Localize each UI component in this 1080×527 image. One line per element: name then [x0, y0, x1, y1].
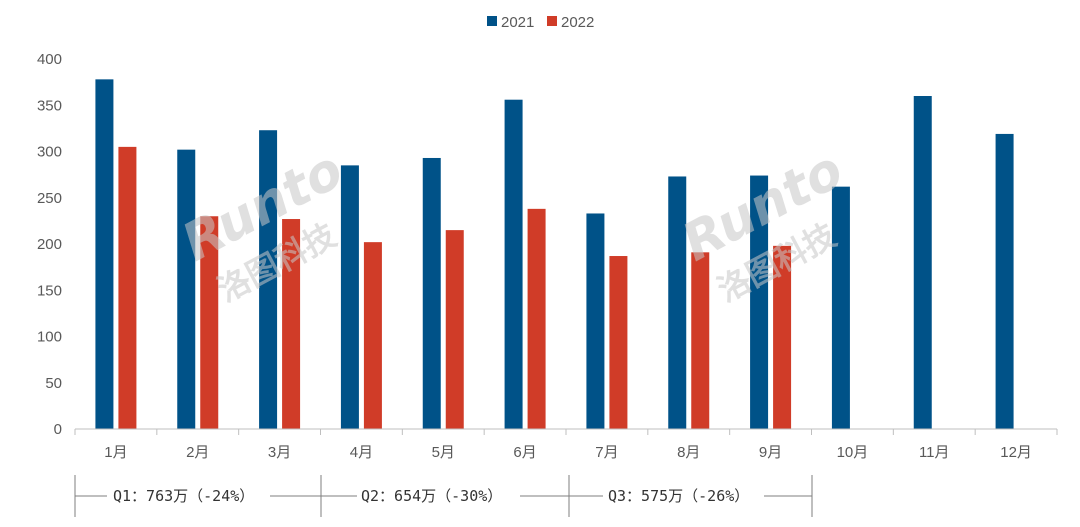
- bar-2021-4: [340, 165, 359, 429]
- bar-2022-2: [200, 216, 219, 429]
- bar-2021-1: [95, 79, 114, 429]
- quarter-label-q2: Q2：654万（-30%）: [361, 487, 502, 505]
- bar-2022-8: [691, 252, 710, 429]
- x-tick-label: 4月: [350, 444, 373, 461]
- quarter-label-q1: Q1：763万（-24%）: [113, 487, 254, 505]
- y-tick-label: 150: [37, 282, 62, 299]
- y-tick-label: 200: [37, 236, 62, 253]
- bar-2021-6: [504, 99, 523, 429]
- bar-2022-5: [445, 230, 464, 429]
- y-tick-label: 50: [45, 375, 62, 392]
- x-tick-label: 9月: [759, 444, 782, 461]
- quarter-label-q3: Q3：575万（-26%）: [608, 487, 749, 505]
- x-tick-label: 12月: [1000, 444, 1032, 461]
- x-tick-label: 3月: [268, 444, 291, 461]
- y-tick-label: 300: [37, 144, 62, 161]
- bar-2021-10: [831, 186, 850, 429]
- x-axis: 1月 2月 3月 4月 5月 6月 7月 8月 9月 10月 11月 12月: [74, 428, 1058, 461]
- legend-label-2021: 2021: [501, 14, 534, 31]
- x-tick-label: 11月: [919, 444, 950, 461]
- bar-2022-3: [282, 219, 301, 429]
- bar-2021-7: [586, 213, 605, 429]
- legend-swatch-2021: [487, 16, 497, 26]
- x-tick-label: 8月: [677, 444, 700, 461]
- bar-2022-6: [527, 208, 546, 429]
- bars: [95, 79, 1014, 430]
- bar-2021-11: [913, 96, 932, 429]
- legend-label-2022: 2022: [561, 14, 594, 31]
- legend: 2021 2022: [487, 14, 594, 31]
- bar-2022-9: [773, 245, 792, 429]
- y-tick-label: 100: [37, 329, 62, 346]
- bar-2022-4: [363, 242, 382, 429]
- bar-2022-7: [609, 256, 628, 429]
- y-tick-label: 400: [37, 51, 62, 68]
- x-tick-label: 2月: [186, 444, 209, 461]
- y-axis: 0 50 100 150 200 250 300 350 400: [37, 51, 62, 438]
- quarter-summary: Q1：763万（-24%） Q2：654万（-30%） Q3：575万（-26%…: [74, 475, 813, 517]
- y-tick-label: 0: [54, 421, 62, 438]
- x-tick-label: 5月: [432, 444, 455, 461]
- x-tick-label: 10月: [837, 444, 869, 461]
- bar-2022-1: [118, 146, 137, 429]
- y-tick-label: 250: [37, 190, 62, 207]
- bar-2021-5: [422, 157, 441, 429]
- legend-swatch-2022: [547, 16, 557, 26]
- x-tick-label: 7月: [595, 444, 618, 461]
- bar-2021-12: [995, 133, 1014, 430]
- y-tick-label: 350: [37, 97, 62, 114]
- bar-2021-9: [750, 175, 769, 429]
- x-tick-label: 6月: [513, 444, 536, 461]
- x-tick-label: 1月: [104, 444, 127, 461]
- bar-2021-8: [668, 176, 687, 429]
- bar-2021-2: [177, 149, 196, 429]
- bar-2021-3: [259, 130, 278, 429]
